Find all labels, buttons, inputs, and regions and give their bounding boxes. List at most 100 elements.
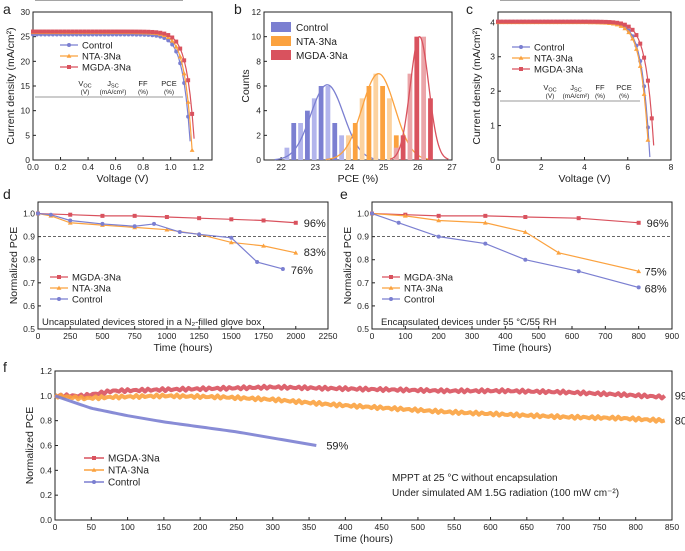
panel-a-legend-label: NTA·3Na [82,51,122,62]
panel-a-point-mgda [54,29,59,34]
panel-a-legend-label: MGDA·3Na [82,62,132,73]
panel-b-bar-control [318,86,324,160]
panel-f-series-nta [53,392,666,424]
panel-d-xtick-label: 750 [128,331,142,341]
panel-d-point-nta [228,240,234,245]
panel-c-point-nta [645,137,651,142]
panel-a-point-mgda [82,29,87,34]
panel-c-point-mgda [561,19,566,24]
panel-a-point-mgda [118,29,123,34]
panel-e-series-control [370,211,641,290]
panel-d-xtick-label: 1000 [157,331,176,341]
panel-e-legend-label: NTA·3Na [404,283,444,294]
panel-c-table-unit: (%) [619,93,629,100]
panel-e-end-label-mgda: 96% [647,218,669,230]
panel-a-ytick-label: 15 [21,81,31,91]
panel-e-line-nta [371,212,639,272]
panel-e-xtick-label: 800 [632,331,646,341]
panel-a-xtick-label: 0.2 [55,162,67,172]
panel-e-point-nta [436,218,442,223]
panel-d-ytick-label: 1.0 [23,209,35,219]
panel-b-bar-control [284,147,290,160]
panel-a-point-mgda [130,29,135,34]
panel-f-legend-marker [91,467,97,472]
panel-e-ytick-label: 0.5 [357,324,369,334]
panel-d-legend-marker [57,297,61,301]
panel-a-ytick-label: 25 [21,32,31,42]
panel-f-trace-control [54,394,317,447]
panel-d-xtick-label: 500 [95,331,109,341]
panel-b-ytick-label: 6 [256,81,261,91]
panel-b-ylabel: Counts [240,69,252,102]
panel-e-series-mgda [370,211,641,225]
panel-d-ytick-label: 0.8 [23,255,35,265]
panel-d-legend-label: Control [72,294,103,305]
panel-c-point-mgda [526,19,531,24]
panel-a-point-mgda [158,30,163,35]
panel-c-point-mgda [615,20,620,25]
panel-a-ytick-label: 20 [21,56,31,66]
panel-a-point-mgda [50,29,55,34]
panel-a-point-mgda [38,29,43,34]
panel-c-point-mgda [496,19,500,24]
panel-c-point-mgda [649,116,654,121]
panel-c-point-mgda [557,19,562,24]
panel-d-xtick-label: 1500 [222,331,241,341]
panel-c-point-mgda [626,24,631,29]
panel-e-xtick-label: 500 [532,331,546,341]
panel-c-point-nta [637,63,643,68]
panel-f-xtick-label: 400 [338,522,352,532]
panel-c-table-cell: NTA·3Na [500,0,532,2]
panel-e-point-control [483,241,488,246]
panel-c-point-mgda [553,19,558,24]
panel-a-point-nta [181,71,187,76]
panel-e-point-mgda [483,213,488,218]
panel-d-xtick-label: 1250 [190,331,209,341]
panel-a-point-mgda [42,29,47,34]
panel-e-xtick-label: 700 [598,331,612,341]
panel-a-ylabel: Current density (mA/cm²) [5,27,17,144]
panel-d-xlabel: Time (hours) [153,342,212,354]
panel-d-point-control [177,230,182,235]
panel-f-xtick-label: 650 [520,522,534,532]
panel-a-point-mgda [74,29,79,34]
panel-a-table-unit: (V) [81,89,90,96]
panel-a-point-nta [165,34,171,40]
panel-c-point-mgda [645,78,650,83]
panel-c-point-mgda [619,21,624,26]
panel-f-xtick-label: 0 [53,522,58,532]
panel-d-ylabel: Normalized PCE [8,227,20,305]
panel-a-xtick-label: 1.2 [192,162,204,172]
panel-e-xtick-label: 200 [432,331,446,341]
panel-c-point-mgda [569,19,574,24]
panel-c-point-mgda [545,19,550,24]
panel-c-legend-marker [519,45,523,49]
panel-e-point-mgda [523,215,528,220]
panel-d-xtick-label: 250 [63,331,77,341]
panel-f-legend-label: MGDA·3Na [108,454,160,465]
panel-c-table-cell: 4.02 [569,0,584,2]
panel-f-ytick-label: 0.4 [40,465,52,475]
panel-a-point-mgda [34,29,39,34]
panel-b-xtick-label: 25 [379,162,389,172]
panel-b-bar-control [305,110,310,160]
panel-f-legend-marker [92,456,96,460]
panel-d-end-label-nta: 83% [304,247,326,259]
panel-c-point-nta [634,46,639,51]
panel-c-point-mgda [584,19,589,24]
panel-c-point-mgda [530,19,535,24]
panel-f-legend-marker [92,480,96,484]
panel-a-table-cell: MGDA·3Na [37,0,77,2]
panel-f-trace-mgda [54,383,667,401]
panel-c-point-mgda [592,19,597,24]
panel-f-xtick-label: 450 [375,522,389,532]
panel-f-ytick-label: 0.8 [40,416,52,426]
panel-a-table-unit: (mA/cm²) [100,89,127,96]
panel-d-end-label-control: 76% [291,265,313,277]
panel-c-point-mgda [638,41,643,46]
panel-b-bar-nta [352,123,358,160]
panel-b-bar-nta [346,135,351,160]
panel-b-bar-control [332,123,338,160]
panel-a-point-mgda [182,58,187,63]
panel-b-bar-control [311,98,317,160]
